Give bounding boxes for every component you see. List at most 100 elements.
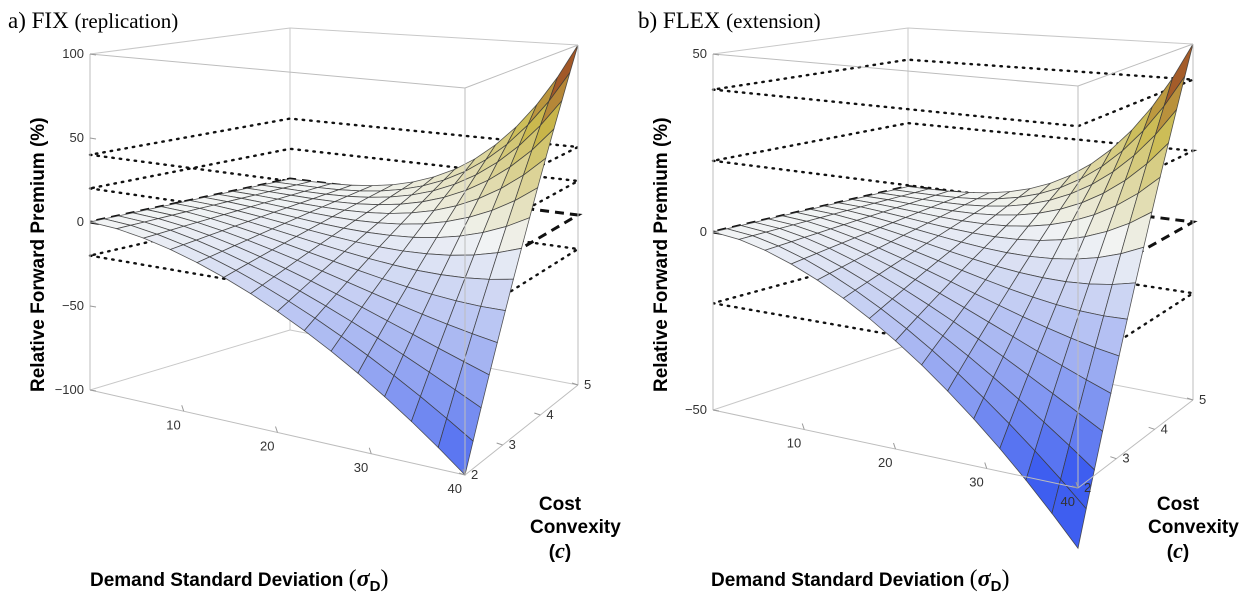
y-axis-symbol: c xyxy=(1173,538,1183,563)
z-tick-label: 100 xyxy=(62,46,84,61)
x-tick-label: 10 xyxy=(166,417,180,432)
z-tick-label: 0 xyxy=(700,224,707,239)
z-tick-label: −50 xyxy=(685,402,707,417)
x-tick-label: 30 xyxy=(969,475,983,490)
box-edge xyxy=(712,344,909,411)
z-tick-mark xyxy=(712,53,720,56)
surface-plot-flex: 50 0 −50 10 20 30 40 2 3 4 5 xyxy=(685,27,1206,550)
box-edge xyxy=(907,27,1194,45)
x-axis-symbol-sub: D xyxy=(369,578,381,595)
x-tick-label: 40 xyxy=(1061,494,1075,509)
box-edge xyxy=(464,384,579,476)
x-axis-label: Demand Standard Deviation (σD) xyxy=(711,566,1010,595)
x-tick-mark xyxy=(368,447,372,454)
z-tick-label: −100 xyxy=(55,382,84,397)
y-axis-label-text: Cost Convexity xyxy=(1148,494,1239,538)
x-tick-label: 40 xyxy=(448,481,462,496)
y-axis-ticks: 2 3 4 5 xyxy=(458,377,591,482)
box-edge xyxy=(89,27,291,55)
panel-label: b) xyxy=(638,8,658,33)
y-tick-mark xyxy=(1110,456,1117,460)
z-tick-label: 50 xyxy=(693,46,707,61)
z-tick-mark xyxy=(89,221,97,224)
x-tick-mark xyxy=(984,462,988,469)
plot-area: 100 50 0 −50 −100 10 20 30 40 2 3 4 5 xyxy=(55,27,591,496)
z-axis-label: Relative Forward Premium (%) xyxy=(651,117,672,392)
panel-title-main: FLEX xyxy=(662,8,721,33)
x-axis-ticks: 10 20 30 40 xyxy=(166,405,466,496)
z-axis-ticks: 50 0 −50 xyxy=(685,46,720,417)
y-axis-ticks: 2 3 4 5 xyxy=(1071,392,1206,495)
z-tick-mark xyxy=(89,389,97,392)
y-tick-label: 4 xyxy=(1161,421,1168,436)
z-tick-label: 50 xyxy=(70,130,84,145)
y-tick-label: 5 xyxy=(584,377,591,392)
box-edge xyxy=(89,53,466,89)
panel-title-main: FIX xyxy=(31,8,69,33)
panel-title: a) FIX (replication) xyxy=(8,8,178,34)
y-tick-label: 2 xyxy=(1084,480,1091,495)
surface-cell xyxy=(437,417,474,476)
box-edge xyxy=(712,53,1079,87)
y-tick-mark xyxy=(534,412,541,416)
y-tick-mark xyxy=(1148,426,1155,430)
x-axis-label-text: Demand Standard Deviation xyxy=(90,570,344,591)
y-tick-mark xyxy=(496,442,503,446)
x-axis-label: Demand Standard Deviation (σD) xyxy=(90,566,389,595)
y-axis-symbol: c xyxy=(555,538,565,563)
z-tick-mark xyxy=(89,137,97,140)
x-axis-ticks: 10 20 30 40 xyxy=(787,423,1079,509)
panel-flex: b) FLEX (extension) 50 0 −50 10 20 30 40 2 3 4 5 R… xyxy=(623,0,1245,599)
y-tick-label: 2 xyxy=(471,467,478,482)
z-tick-mark xyxy=(89,53,97,56)
y-tick-mark xyxy=(571,382,579,386)
x-tick-label: 20 xyxy=(260,439,274,454)
y-tick-mark xyxy=(1186,397,1194,401)
x-tick-label: 20 xyxy=(878,455,892,470)
z-tick-mark xyxy=(712,409,720,412)
box-edge xyxy=(712,27,909,55)
x-axis-symbol: σ xyxy=(356,566,370,592)
surface xyxy=(712,43,1194,550)
y-axis-label: Cost Convexity (c) xyxy=(1148,494,1239,563)
y-tick-label: 3 xyxy=(1122,451,1129,466)
x-tick-label: 30 xyxy=(354,460,368,475)
panel-label: a) xyxy=(8,8,26,33)
panel-subtitle: (replication) xyxy=(74,9,179,33)
y-tick-label: 3 xyxy=(509,437,516,452)
x-tick-mark xyxy=(893,442,896,450)
x-axis-symbol-sub: D xyxy=(990,578,1002,595)
y-tick-mark xyxy=(458,472,466,476)
x-tick-label: 10 xyxy=(787,436,801,451)
z-tick-label: 0 xyxy=(77,214,84,229)
x-axis-label-text: Demand Standard Deviation xyxy=(711,570,965,591)
z-tick-mark xyxy=(89,305,97,308)
y-tick-label: 4 xyxy=(546,407,553,422)
box-edge xyxy=(289,27,579,46)
box-edge xyxy=(89,329,291,391)
z-axis-label: Relative Forward Premium (%) xyxy=(28,117,49,392)
panel-title: b) FLEX (extension) xyxy=(638,8,821,34)
panel-fix: a) FIX (replication) 100 50 0 −50 −100 10 20 30… xyxy=(0,0,622,599)
x-tick-mark xyxy=(801,423,805,430)
y-axis-label-text: Cost Convexity xyxy=(530,494,621,538)
panel-subtitle: (extension) xyxy=(726,9,821,33)
reference-plane-dotted xyxy=(712,58,1194,128)
surface-cell xyxy=(1051,478,1087,550)
x-tick-mark xyxy=(275,426,278,433)
x-tick-mark xyxy=(462,468,466,476)
y-tick-label: 5 xyxy=(1199,392,1206,407)
x-tick-mark xyxy=(181,405,185,412)
x-tick-mark xyxy=(1075,481,1079,489)
surface-plot-fix: 100 50 0 −50 −100 10 20 30 40 2 3 4 5 xyxy=(55,27,591,496)
y-axis-label: Cost Convexity (c) xyxy=(530,494,621,563)
y-tick-mark xyxy=(1071,485,1079,489)
x-axis-symbol: σ xyxy=(977,566,991,592)
box-edge xyxy=(1077,399,1194,489)
z-tick-mark xyxy=(712,231,720,234)
box-edge xyxy=(464,44,579,89)
plot-area: 50 0 −50 10 20 30 40 2 3 4 5 xyxy=(685,27,1206,550)
box-edge xyxy=(1077,43,1194,87)
surface xyxy=(89,44,579,476)
z-tick-label: −50 xyxy=(62,298,84,313)
